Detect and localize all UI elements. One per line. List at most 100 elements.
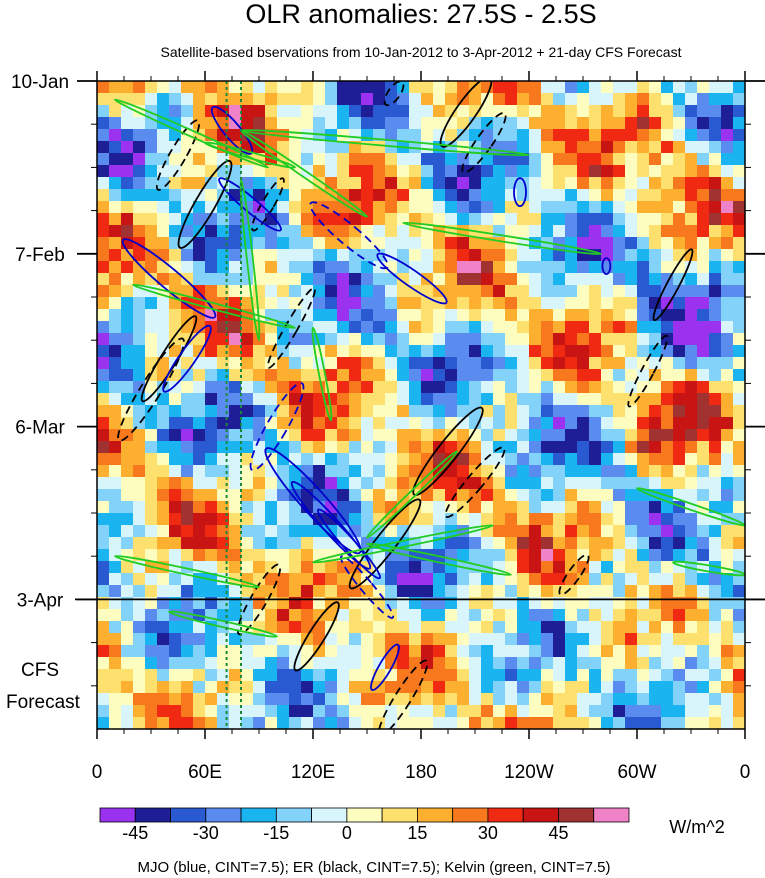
anomaly-cell bbox=[193, 249, 206, 262]
anomaly-cell bbox=[541, 321, 554, 334]
anomaly-cell bbox=[601, 585, 614, 598]
anomaly-cell bbox=[301, 369, 314, 382]
anomaly-cell bbox=[409, 141, 422, 154]
anomaly-cell bbox=[649, 669, 662, 682]
anomaly-cell bbox=[337, 453, 350, 466]
anomaly-cell bbox=[433, 345, 446, 358]
anomaly-cell bbox=[133, 489, 146, 502]
anomaly-cell bbox=[697, 369, 710, 382]
anomaly-cell bbox=[361, 225, 374, 238]
anomaly-cell bbox=[733, 537, 745, 550]
anomaly-cell bbox=[289, 261, 302, 274]
anomaly-cell bbox=[481, 669, 494, 682]
anomaly-cell bbox=[649, 585, 662, 598]
anomaly-cell bbox=[457, 429, 470, 442]
anomaly-cell bbox=[505, 141, 518, 154]
anomaly-cell bbox=[265, 357, 278, 370]
anomaly-cell bbox=[133, 441, 146, 454]
anomaly-cell bbox=[217, 201, 230, 214]
anomaly-cell bbox=[721, 633, 734, 646]
anomaly-cell bbox=[541, 381, 554, 394]
anomaly-cell bbox=[601, 393, 614, 406]
anomaly-cell bbox=[313, 105, 326, 118]
anomaly-cell bbox=[697, 261, 710, 274]
anomaly-cell bbox=[205, 477, 218, 490]
anomaly-cell bbox=[661, 429, 674, 442]
anomaly-cell bbox=[121, 621, 134, 634]
anomaly-cell bbox=[325, 345, 338, 358]
anomaly-cell bbox=[457, 405, 470, 418]
anomaly-cell bbox=[541, 621, 554, 634]
anomaly-cell bbox=[469, 477, 482, 490]
anomaly-cell bbox=[673, 285, 686, 298]
mjo-contour bbox=[218, 177, 282, 232]
anomaly-cell bbox=[433, 669, 446, 682]
anomaly-cell bbox=[493, 525, 506, 538]
anomaly-cell bbox=[613, 261, 626, 274]
colorbar-swatch bbox=[275, 807, 312, 823]
anomaly-cell bbox=[433, 633, 446, 646]
anomaly-cell bbox=[565, 357, 578, 370]
anomaly-cell bbox=[313, 693, 326, 706]
anomaly-cell bbox=[205, 225, 218, 238]
anomaly-cell bbox=[697, 585, 710, 598]
anomaly-cell bbox=[709, 537, 722, 550]
anomaly-cell bbox=[565, 165, 578, 178]
anomaly-cell bbox=[661, 201, 674, 214]
anomaly-cell bbox=[241, 165, 254, 178]
anomaly-cell bbox=[325, 585, 338, 598]
anomaly-cell bbox=[637, 249, 650, 262]
anomaly-cell bbox=[445, 573, 458, 586]
anomaly-cell bbox=[181, 717, 194, 729]
anomaly-cell bbox=[361, 393, 374, 406]
mjo-contour bbox=[339, 555, 395, 619]
anomaly-cell bbox=[421, 309, 434, 322]
anomaly-cell bbox=[733, 141, 745, 154]
anomaly-cell bbox=[409, 129, 422, 142]
anomaly-cell bbox=[409, 189, 422, 202]
anomaly-cell bbox=[661, 585, 674, 598]
anomaly-cell bbox=[373, 213, 386, 226]
anomaly-cell bbox=[721, 237, 734, 250]
anomaly-cell bbox=[625, 453, 638, 466]
anomaly-cell bbox=[493, 81, 506, 94]
anomaly-cell bbox=[157, 717, 170, 729]
anomaly-cell bbox=[157, 141, 170, 154]
anomaly-cell bbox=[289, 309, 302, 322]
anomaly-cell bbox=[541, 165, 554, 178]
anomaly-cell bbox=[337, 657, 350, 670]
anomaly-cell bbox=[325, 261, 338, 274]
anomaly-cell bbox=[493, 357, 506, 370]
anomaly-cell bbox=[481, 261, 494, 274]
anomaly-cell bbox=[385, 285, 398, 298]
anomaly-cell bbox=[157, 93, 170, 106]
anomaly-cell bbox=[337, 141, 350, 154]
anomaly-cell bbox=[517, 189, 530, 202]
anomaly-cell bbox=[625, 93, 638, 106]
anomaly-cell bbox=[613, 381, 626, 394]
anomaly-cell bbox=[133, 177, 146, 190]
anomaly-cell bbox=[121, 657, 134, 670]
anomaly-cell bbox=[541, 669, 554, 682]
anomaly-cell bbox=[181, 153, 194, 166]
er-contour bbox=[444, 446, 506, 518]
anomaly-cell bbox=[193, 513, 206, 526]
anomaly-cell bbox=[157, 633, 170, 646]
anomaly-cell bbox=[589, 681, 602, 694]
anomaly-cell bbox=[289, 381, 302, 394]
anomaly-cell bbox=[421, 369, 434, 382]
anomaly-cell bbox=[241, 465, 254, 478]
anomaly-cell bbox=[229, 297, 242, 310]
anomaly-cell bbox=[361, 165, 374, 178]
anomaly-cell bbox=[565, 633, 578, 646]
anomaly-cell bbox=[613, 489, 626, 502]
anomaly-cell bbox=[145, 609, 158, 622]
anomaly-cell bbox=[109, 537, 122, 550]
colorbar-label: -15 bbox=[263, 823, 289, 843]
anomaly-cell bbox=[553, 489, 566, 502]
anomaly-cell bbox=[181, 465, 194, 478]
anomaly-cell bbox=[133, 513, 146, 526]
anomaly-cell bbox=[121, 489, 134, 502]
anomaly-cell bbox=[553, 621, 566, 634]
anomaly-cell bbox=[121, 645, 134, 658]
